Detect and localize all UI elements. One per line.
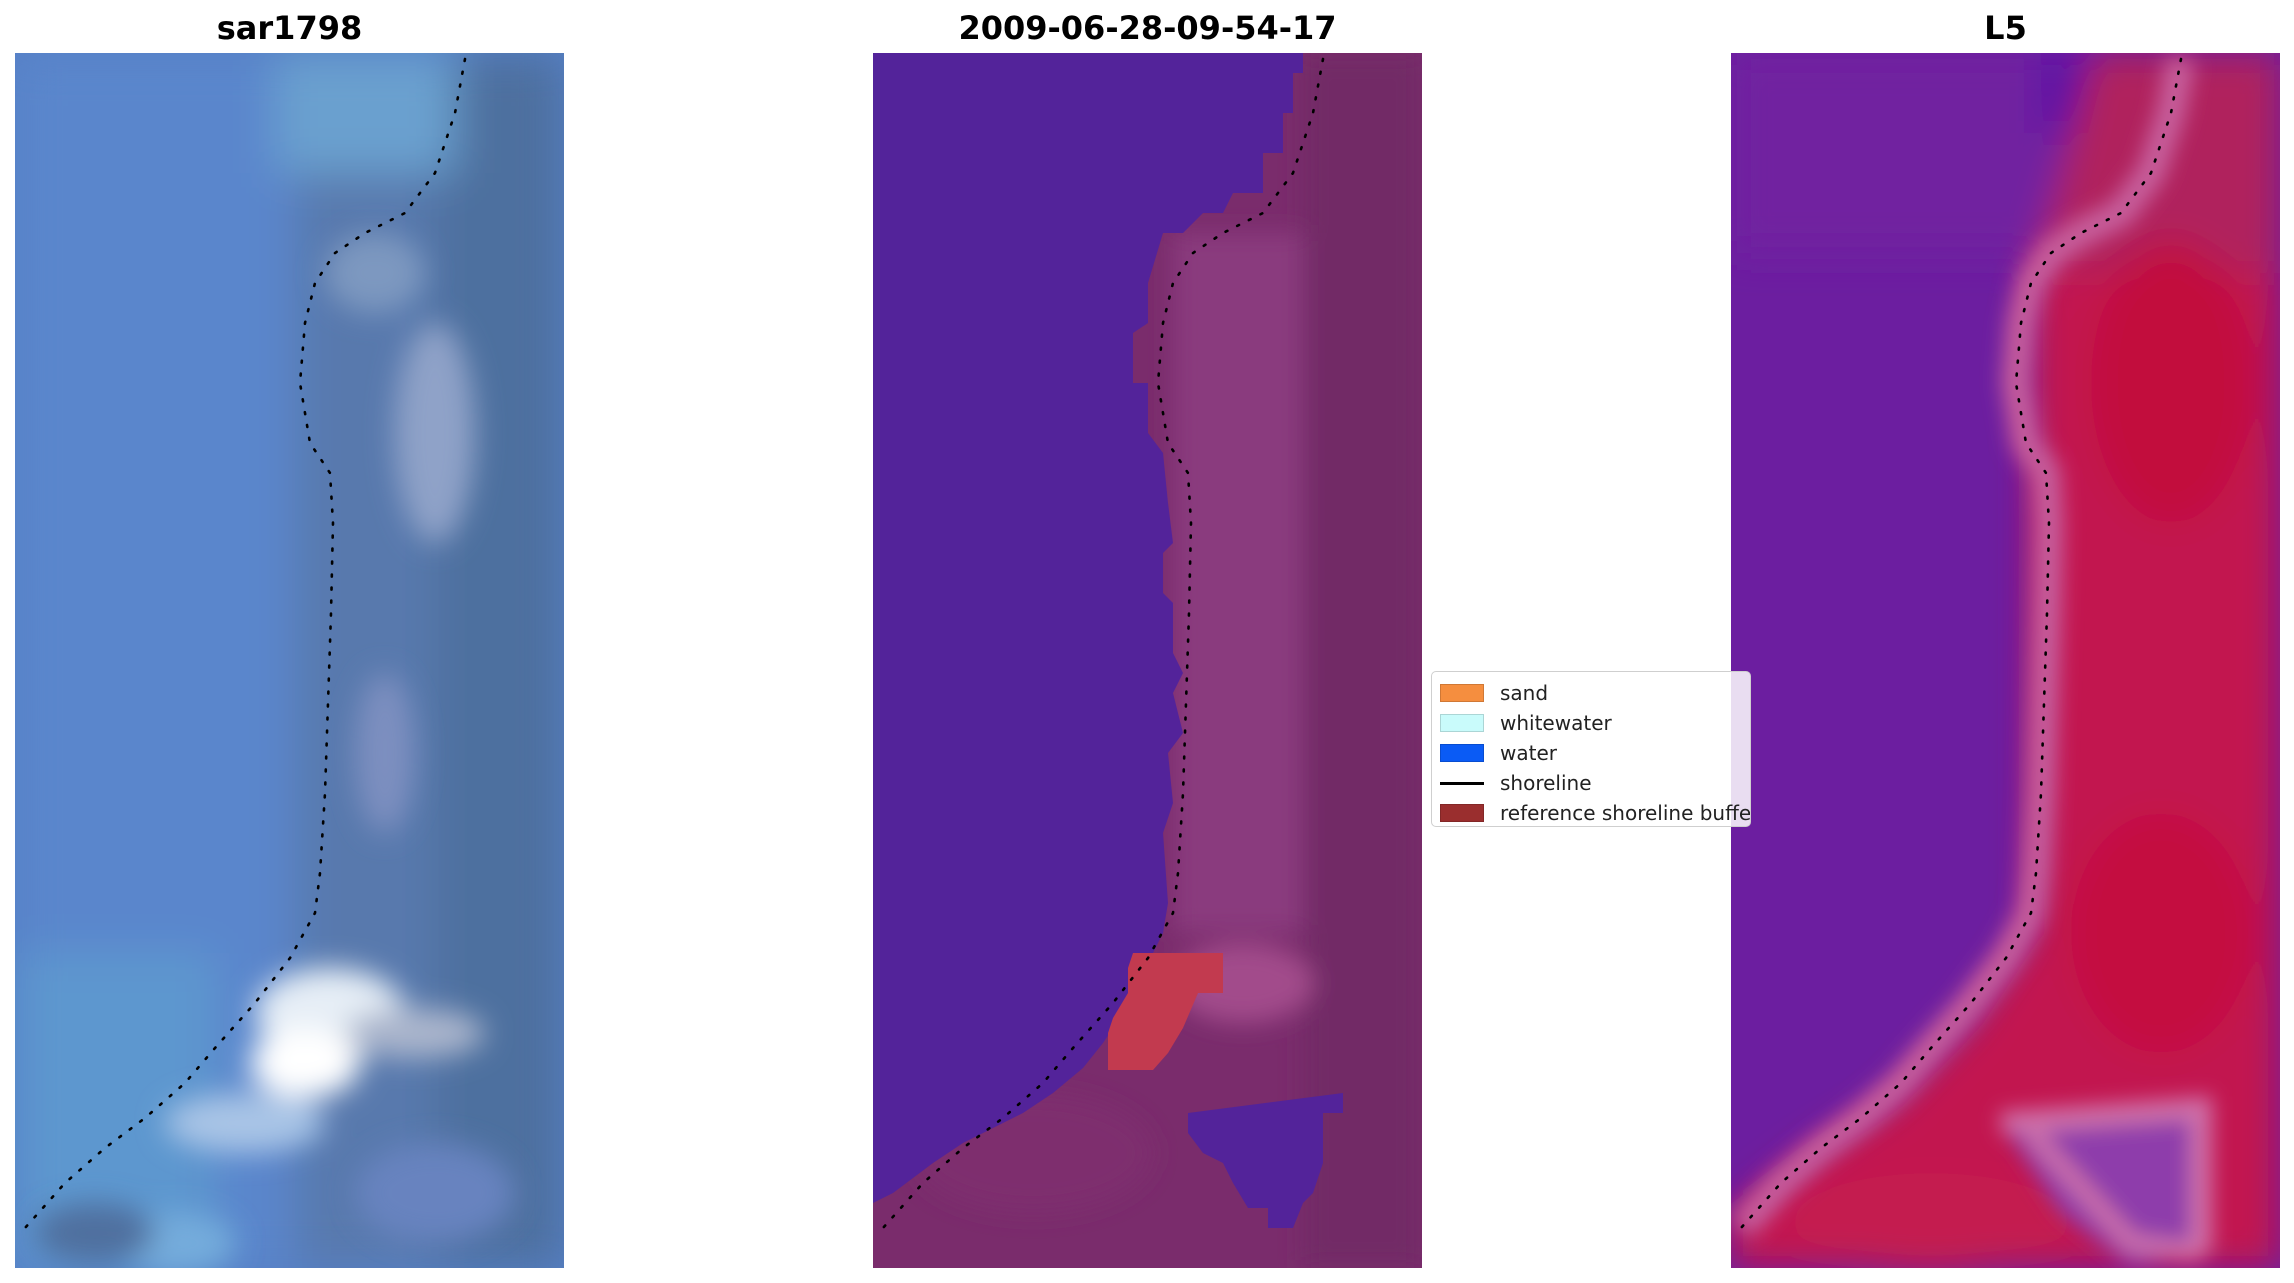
legend-entry-water: water	[1440, 740, 1557, 766]
legend-entry-reference-buffer: reference shoreline buffer	[1440, 800, 1751, 826]
legend-label-water: water	[1500, 741, 1557, 765]
legend-entry-shoreline: shoreline	[1440, 770, 1592, 796]
legend-label-whitewater: whitewater	[1500, 711, 1612, 735]
legend-label-reference-buffer: reference shoreline buffer	[1500, 801, 1751, 825]
sand-swatch	[1440, 684, 1484, 702]
reference-buffer-swatch	[1440, 804, 1484, 822]
classified-image	[873, 53, 1422, 1268]
rgb-satellite-image	[15, 53, 564, 1268]
legend-entry-whitewater: whitewater	[1440, 710, 1612, 736]
panel-title-rgb: sar1798	[216, 9, 363, 47]
panel-title-index: L5	[1984, 9, 2027, 47]
legend-label-shoreline: shoreline	[1500, 771, 1592, 795]
panel-title-classified: 2009-06-28-09-54-17	[958, 9, 1337, 47]
legend-entry-sand: sand	[1440, 680, 1548, 706]
legend-label-sand: sand	[1500, 681, 1549, 705]
whitewater-swatch	[1440, 714, 1484, 732]
water-swatch	[1440, 744, 1484, 762]
legend: sand whitewater water shoreline referenc…	[1431, 671, 1751, 827]
shoreline-line-icon	[1440, 774, 1484, 792]
index-image	[1731, 53, 2280, 1268]
